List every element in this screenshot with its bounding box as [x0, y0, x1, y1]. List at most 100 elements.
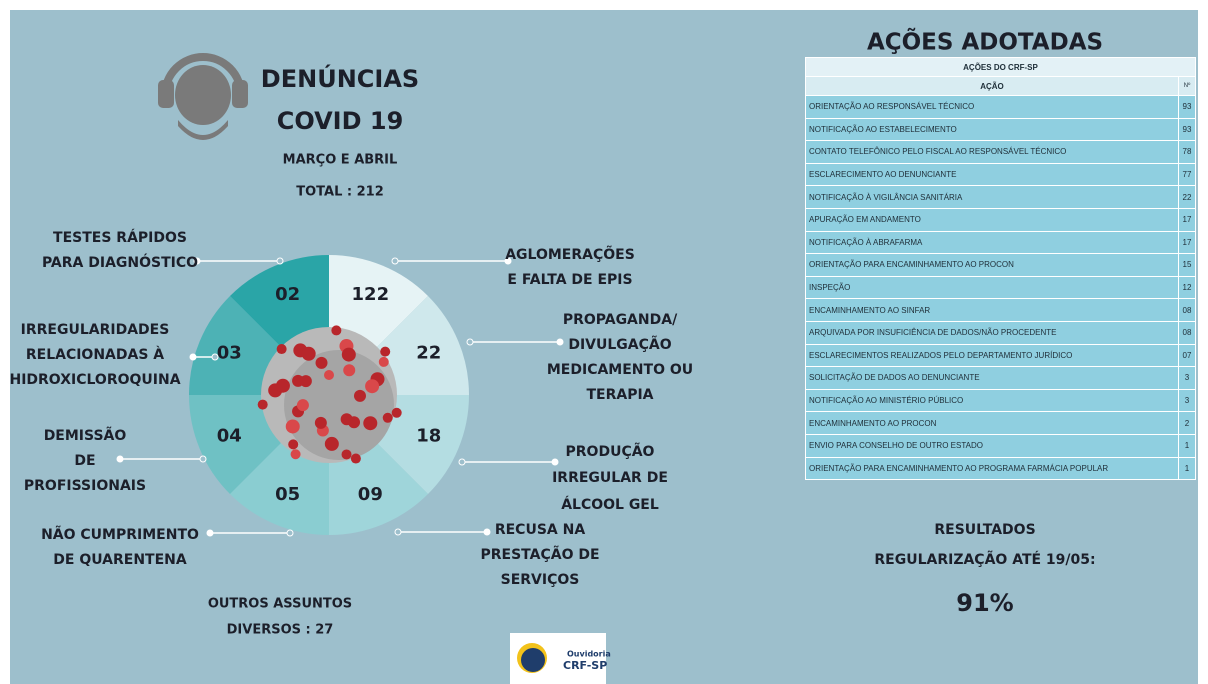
- column-header: Nº: [1179, 77, 1196, 96]
- count-cell: 07: [1179, 344, 1196, 367]
- count-cell: 12: [1179, 276, 1196, 299]
- results-title: RESULTADOS: [934, 522, 1035, 538]
- logo-text: CRF-SP: [563, 659, 607, 672]
- segment-label: E FALTA DE EPIS: [507, 272, 632, 288]
- connector-start: [392, 258, 398, 264]
- count-cell: 3: [1179, 389, 1196, 412]
- action-cell: ORIENTAÇÃO PARA ENCAMINHAMENTO AO PROGRA…: [806, 457, 1179, 480]
- virus-spike: [379, 357, 389, 367]
- table-row: ESCLARECIMENTOS REALIZADOS PELO DEPARTAM…: [806, 344, 1196, 367]
- action-cell: ENCAMINHAMENTO AO SINFAR: [806, 299, 1179, 322]
- segment-label: HIDROXICLOROQUINA: [10, 372, 181, 388]
- connector-dot: [484, 529, 491, 536]
- table-row: APURAÇÃO EM ANDAMENTO17: [806, 208, 1196, 231]
- title: DENÚNCIAS: [261, 63, 419, 93]
- virus-spike: [297, 399, 309, 411]
- virus-spike: [276, 379, 290, 393]
- wedge-value: 122: [352, 284, 390, 305]
- virus-spike: [331, 325, 341, 335]
- wedge-value: 04: [217, 425, 242, 446]
- count-cell: 17: [1179, 208, 1196, 231]
- virus-spike: [291, 449, 301, 459]
- virus-spike: [300, 375, 312, 387]
- action-cell: ENVIO PARA CONSELHO DE OUTRO ESTADO: [806, 434, 1179, 457]
- page: DENÚNCIAS COVID 19 MARÇO E ABRIL TOTAL :…: [10, 10, 1198, 684]
- count-cell: 17: [1179, 231, 1196, 254]
- subtitle: COVID 19: [277, 107, 404, 135]
- period: MARÇO E ABRIL: [283, 153, 398, 168]
- virus-spike: [288, 439, 298, 449]
- virus-spike: [325, 437, 339, 451]
- virus-spike: [315, 417, 327, 429]
- table-row: ORIENTAÇÃO PARA ENCAMINHAMENTO AO PROGRA…: [806, 457, 1196, 480]
- action-cell: NOTIFICAÇÃO À ABRAFARMA: [806, 231, 1179, 254]
- results-value: 91%: [956, 589, 1013, 617]
- action-cell: ORIENTAÇÃO PARA ENCAMINHAMENTO AO PROCON: [806, 254, 1179, 277]
- table-row: NOTIFICAÇÃO AO MINISTÉRIO PÚBLICO3: [806, 389, 1196, 412]
- connector-start: [467, 339, 473, 345]
- connector-start: [395, 529, 401, 535]
- count-cell: 22: [1179, 186, 1196, 209]
- action-cell: NOTIFICAÇÃO AO ESTABELECIMENTO: [806, 118, 1179, 141]
- segment-label: IRREGULARIDADES: [21, 322, 170, 338]
- connector-dot: [557, 339, 564, 346]
- virus-spike: [343, 364, 355, 376]
- count-cell: 08: [1179, 321, 1196, 344]
- connector-start: [459, 459, 465, 465]
- others-line: OUTROS ASSUNTOS: [208, 597, 352, 612]
- segment-label: MEDICAMENTO OU: [547, 362, 693, 378]
- logo: Ouvidoria CRF-SP: [510, 633, 611, 684]
- connector-start: [200, 456, 206, 462]
- count-cell: 15: [1179, 254, 1196, 277]
- results-subtitle: REGULARIZAÇÃO ATÉ 19/05:: [874, 551, 1095, 568]
- headset-icon: [158, 57, 248, 140]
- virus-spike: [324, 370, 334, 380]
- count-cell: 1: [1179, 457, 1196, 480]
- connector-dot: [552, 459, 559, 466]
- segment-label: DIVULGAÇÃO: [568, 336, 671, 353]
- virus-spike: [277, 344, 287, 354]
- connector-start: [212, 354, 218, 360]
- virus-spike: [302, 347, 316, 361]
- action-cell: CONTATO TELEFÔNICO PELO FISCAL AO RESPON…: [806, 141, 1179, 164]
- column-header: AÇÃO: [806, 77, 1179, 96]
- action-cell: ENCAMINHAMENTO AO PROCON: [806, 412, 1179, 435]
- wedge-value: 18: [416, 425, 441, 446]
- count-cell: 78: [1179, 141, 1196, 164]
- wedge-value: 05: [275, 484, 300, 505]
- count-cell: 1: [1179, 434, 1196, 457]
- table-row: SOLICITAÇÃO DE DADOS AO DENUNCIANTE3: [806, 367, 1196, 390]
- connector-start: [277, 258, 283, 264]
- segment-label: DE: [74, 453, 95, 469]
- segment-label: ÁLCOOL GEL: [561, 496, 659, 513]
- table-row: ARQUIVADA POR INSUFICIÊNCIA DE DADOS/NÃO…: [806, 321, 1196, 344]
- wedge-value: 03: [217, 343, 242, 364]
- connector-dot: [207, 530, 214, 537]
- table-row: NOTIFICAÇÃO AO ESTABELECIMENTO93: [806, 118, 1196, 141]
- connector-start: [287, 530, 293, 536]
- virus-spike: [342, 348, 356, 362]
- segment-label: TESTES RÁPIDOS: [53, 229, 187, 246]
- segment-label: PRESTAÇÃO DE: [480, 546, 599, 563]
- table-row: CONTATO TELEFÔNICO PELO FISCAL AO RESPON…: [806, 141, 1196, 164]
- action-cell: NOTIFICAÇÃO AO MINISTÉRIO PÚBLICO: [806, 389, 1179, 412]
- segment-label: PARA DIAGNÓSTICO: [42, 253, 198, 271]
- virus-spike: [341, 413, 353, 425]
- segment-label: NÃO CUMPRIMENTO: [41, 526, 199, 543]
- segment-label: AGLOMERAÇÕES: [505, 245, 635, 263]
- segment-label: IRREGULAR DE: [552, 470, 668, 486]
- table-title: AÇÕES ADOTADAS: [867, 28, 1103, 56]
- segment-label: TERAPIA: [586, 387, 653, 403]
- virus-spike: [316, 357, 328, 369]
- count-cell: 08: [1179, 299, 1196, 322]
- action-cell: NOTIFICAÇÃO À VIGILÂNCIA SANITÁRIA: [806, 186, 1179, 209]
- wedge-value: 02: [275, 284, 300, 305]
